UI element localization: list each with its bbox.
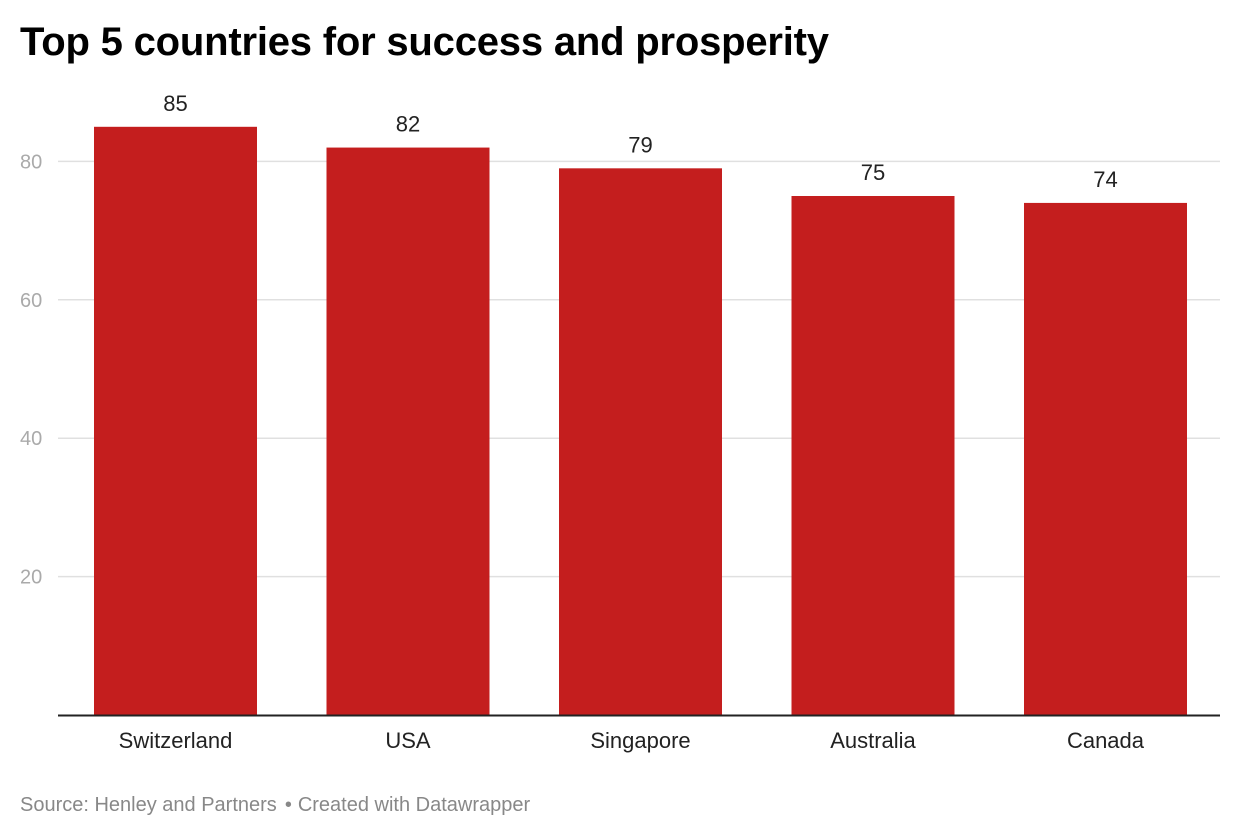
value-label: 74 <box>1093 167 1117 192</box>
chart-title: Top 5 countries for success and prosperi… <box>20 20 829 64</box>
chart-footer: Source: Henley and Partners • Created with… <box>20 794 530 817</box>
value-label: 82 <box>396 112 420 137</box>
bar-switzerland <box>94 126 257 716</box>
category-label: USA <box>385 728 431 753</box>
y-tick-label: 40 <box>20 428 42 450</box>
value-label: 75 <box>861 160 885 185</box>
y-tick-label: 60 <box>20 290 42 312</box>
category-label: Canada <box>1067 728 1145 753</box>
bar-australia <box>791 196 955 715</box>
bar-singapore <box>559 168 722 715</box>
category-label: Switzerland <box>119 728 233 753</box>
bars <box>94 126 1187 716</box>
bar-usa <box>326 147 490 715</box>
footer-separator: • <box>284 794 292 816</box>
y-tick-label: 20 <box>20 567 42 589</box>
value-label: 85 <box>163 91 187 116</box>
bar-canada <box>1024 202 1187 716</box>
y-tick-label: 80 <box>20 151 42 173</box>
value-label: 79 <box>628 132 652 157</box>
source-note: Source: Henley and Partners <box>20 794 277 816</box>
category-label: Singapore <box>590 728 690 753</box>
credit-note: Created with Datawrapper <box>297 794 531 816</box>
category-label: Australia <box>830 728 916 753</box>
labels: 85 Switzerland 82 USA 79 Singapore 75 Australia… <box>119 91 1145 753</box>
